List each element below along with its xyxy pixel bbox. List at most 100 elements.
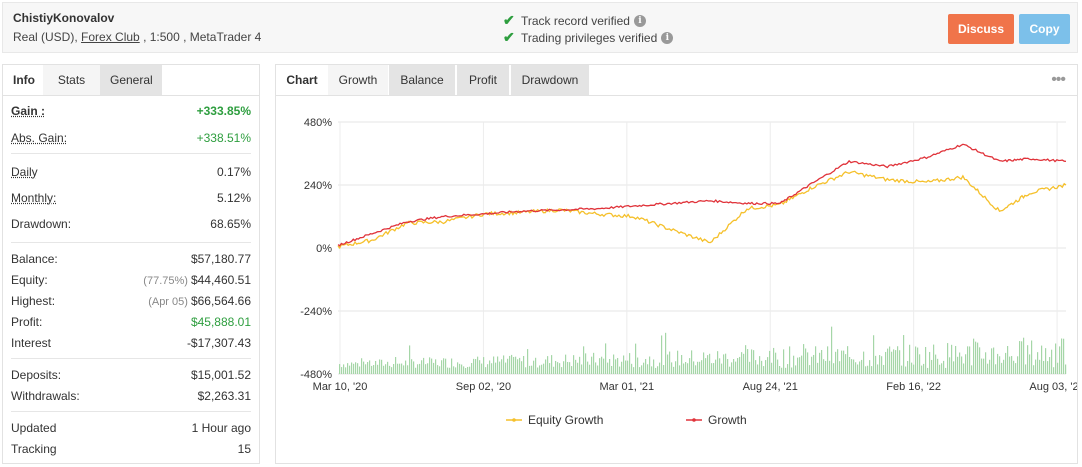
- volume-bar: [687, 363, 689, 374]
- volume-bar: [447, 367, 449, 374]
- volume-bar: [1031, 340, 1033, 374]
- checkmark-icon: ✔: [503, 12, 515, 28]
- volume-bar: [385, 364, 387, 374]
- volume-bar: [521, 361, 523, 374]
- tab-general[interactable]: General: [100, 65, 162, 95]
- volume-bar: [975, 341, 977, 374]
- x-tick-label: Aug 24, '21: [743, 381, 798, 393]
- volume-bar: [1051, 349, 1053, 374]
- volume-bar: [381, 359, 383, 374]
- withdrawals-label: Withdrawals:: [11, 388, 80, 403]
- tab-info[interactable]: Info: [13, 73, 35, 87]
- volume-bar: [531, 365, 533, 374]
- volume-bar: [771, 362, 773, 374]
- equity-value: $44,460.51: [190, 272, 251, 287]
- volume-bar: [441, 360, 443, 374]
- monthly-label[interactable]: Monthly:: [11, 191, 57, 205]
- tab-growth[interactable]: Growth: [328, 65, 388, 95]
- volume-bar: [355, 362, 357, 374]
- info-icon[interactable]: i: [661, 31, 674, 44]
- volume-bar: [715, 359, 717, 374]
- volume-bar: [1001, 362, 1003, 374]
- tab-balance[interactable]: Balance: [389, 65, 455, 95]
- volume-bar: [941, 363, 943, 374]
- volume-bar: [1039, 359, 1041, 374]
- volume-bar: [837, 349, 839, 374]
- tab-chart[interactable]: Chart: [286, 73, 318, 87]
- volume-bar: [767, 357, 769, 374]
- volume-bar: [559, 363, 561, 374]
- stat-profit: Profit: $45,888.01: [11, 311, 251, 332]
- volume-bar: [513, 356, 515, 374]
- gain-label[interactable]: Gain :: [11, 103, 46, 118]
- volume-bar: [905, 366, 907, 374]
- volume-bar: [585, 353, 587, 374]
- volume-bar: [707, 355, 709, 374]
- volume-bar: [709, 353, 711, 374]
- volume-bar: [649, 356, 651, 374]
- volume-bar: [1025, 364, 1027, 374]
- volume-bar: [945, 367, 947, 374]
- tracking-label: Tracking: [11, 441, 57, 456]
- volume-bar: [961, 356, 963, 374]
- volume-bar: [589, 364, 591, 374]
- volume-bar: [933, 344, 935, 374]
- volume-bar: [419, 363, 421, 374]
- volume-bar: [653, 359, 655, 374]
- tab-drawdown[interactable]: Drawdown: [511, 65, 589, 95]
- volume-bar: [809, 365, 811, 374]
- volume-bar: [403, 365, 405, 374]
- abs-gain-label[interactable]: Abs. Gain:: [11, 130, 68, 145]
- broker-link[interactable]: Forex Club: [81, 30, 140, 44]
- volume-bar: [943, 360, 945, 374]
- volume-bar: [881, 356, 883, 374]
- volume-bar: [931, 359, 933, 374]
- volume-bar: [501, 359, 503, 374]
- volume-bar: [947, 343, 949, 374]
- daily-label[interactable]: Daily: [11, 165, 38, 179]
- equity-percent: (77.75%): [143, 274, 188, 287]
- volume-bar: [361, 358, 363, 374]
- volume-bar: [885, 351, 887, 374]
- volume-bar: [985, 352, 987, 374]
- volume-bar: [873, 335, 875, 374]
- volume-bar: [741, 352, 743, 374]
- volume-bar: [641, 365, 643, 374]
- volume-bar: [525, 367, 527, 374]
- volume-bar: [541, 364, 543, 374]
- volume-bar: [751, 349, 753, 374]
- discuss-button[interactable]: Discuss: [948, 14, 1014, 44]
- tab-profit[interactable]: Profit: [457, 65, 509, 95]
- volume-bar: [935, 354, 937, 374]
- volume-bar: [689, 358, 691, 374]
- volume-bar: [917, 347, 919, 374]
- volume-bar: [1013, 360, 1015, 374]
- volume-bar: [787, 364, 789, 374]
- volume-bar: [705, 358, 707, 374]
- volume-bar: [755, 360, 757, 374]
- more-options-icon[interactable]: •••: [1051, 71, 1066, 88]
- volume-bar: [481, 363, 483, 374]
- volume-bar: [477, 356, 479, 374]
- volume-bar: [833, 363, 835, 374]
- volume-bar: [909, 344, 911, 374]
- volume-bar: [657, 366, 659, 374]
- tracking-value: 15: [237, 441, 251, 456]
- tab-stats[interactable]: Stats: [43, 65, 100, 95]
- volume-bar: [783, 349, 785, 374]
- stat-balance: Balance: $57,180.77: [11, 248, 251, 269]
- volume-bar: [811, 356, 813, 374]
- volume-bar: [761, 360, 763, 374]
- volume-bar: [451, 358, 453, 374]
- copy-button[interactable]: Copy: [1019, 14, 1070, 44]
- volume-bar: [457, 362, 459, 374]
- volume-bar: [907, 360, 909, 374]
- profit-value: $45,888.01: [190, 314, 251, 329]
- volume-bar: [377, 364, 379, 374]
- info-icon[interactable]: i: [633, 14, 646, 27]
- volume-bar: [703, 352, 705, 374]
- volume-bar: [665, 332, 667, 374]
- volume-bar: [527, 349, 529, 374]
- volume-bar: [1019, 341, 1021, 374]
- volume-bar: [417, 364, 419, 374]
